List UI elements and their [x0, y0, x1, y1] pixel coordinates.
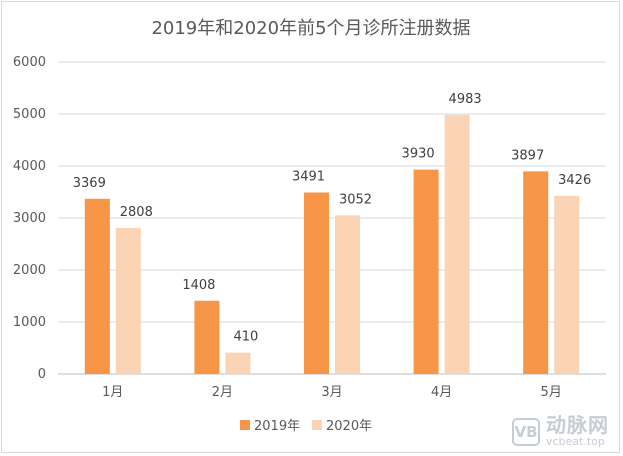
- x-tick-label: 3月: [321, 385, 342, 400]
- x-axis: 1月 2月 3月 4月 5月: [102, 385, 562, 400]
- chart-title: 2019年和2020年前5个月诊所注册数据: [151, 18, 470, 39]
- y-tick-label: 3000: [13, 211, 46, 226]
- y-tick-label: 2000: [13, 263, 46, 278]
- legend-label: 2019年: [254, 419, 300, 434]
- bar-2019年-3月: [304, 192, 329, 374]
- bar-2020年-5月: [554, 195, 580, 374]
- legend-swatch: [312, 420, 322, 430]
- x-tick-label: 2月: [212, 385, 233, 400]
- bar-2020年-3月: [335, 215, 360, 374]
- gridlines: [58, 61, 606, 375]
- data-label: 3897: [511, 148, 544, 163]
- data-label: 3369: [73, 176, 106, 191]
- x-tick-label: 5月: [541, 385, 562, 400]
- y-tick-label: 4000: [13, 159, 46, 174]
- data-label: 3491: [292, 169, 325, 184]
- watermark-logo: VB 动脉网 vcbeat.top: [512, 415, 609, 448]
- bar-2019年-2月: [194, 300, 220, 374]
- y-axis: 0 1000 2000 3000 4000 5000 6000: [13, 55, 46, 382]
- x-tick-label: 1月: [102, 385, 123, 400]
- x-tick-label: 4月: [431, 385, 452, 400]
- data-label: 2808: [120, 205, 153, 220]
- watermark-name: 动脉网: [546, 413, 609, 438]
- data-labels: 3369 2808 1408 410 3491 3052 3930 4983 3897 3426: [73, 92, 591, 345]
- bars: [84, 114, 580, 374]
- watermark-url: vcbeat.top: [546, 435, 605, 449]
- legend-swatch: [240, 420, 250, 430]
- data-label: 3052: [339, 192, 372, 207]
- legend-label: 2020年: [326, 419, 372, 434]
- watermark-mark: VB: [512, 417, 540, 446]
- y-tick-label: 6000: [13, 55, 46, 70]
- y-tick-label: 5000: [13, 107, 46, 122]
- bar-2019年-1月: [84, 198, 110, 374]
- data-label: 3930: [402, 147, 435, 162]
- data-label: 1408: [182, 278, 215, 293]
- data-label: 4983: [449, 92, 482, 107]
- data-label: 3426: [558, 173, 591, 188]
- y-tick-label: 1000: [13, 315, 46, 330]
- bar-2020年-2月: [225, 352, 251, 374]
- bar-2020年-1月: [115, 227, 141, 374]
- bar-2020年-4月: [444, 114, 470, 374]
- y-tick-label: 0: [38, 367, 46, 382]
- legend: 2019年 2020年: [240, 419, 372, 434]
- data-label: 410: [233, 330, 258, 345]
- bar-2019年-4月: [413, 169, 439, 374]
- bar-2019年-5月: [523, 171, 549, 374]
